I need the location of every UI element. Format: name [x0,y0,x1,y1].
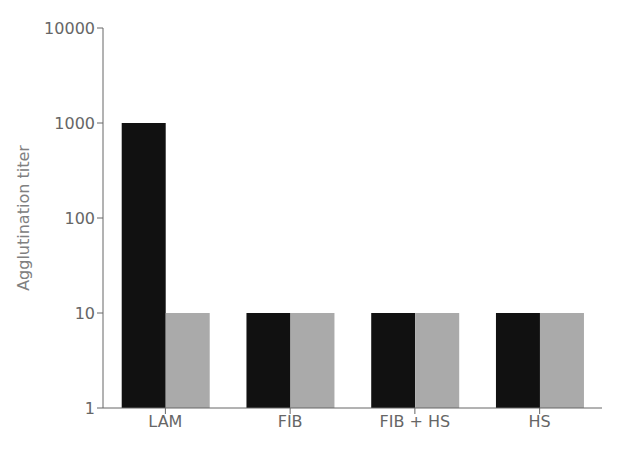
svg-text:LAM: LAM [148,412,182,431]
svg-text:1: 1 [85,399,95,418]
svg-text:Agglutination titer: Agglutination titer [14,145,33,291]
svg-text:FIB: FIB [278,412,303,431]
svg-text:10000: 10000 [44,19,95,38]
svg-text:10: 10 [75,304,95,323]
svg-text:1000: 1000 [54,114,95,133]
svg-text:100: 100 [64,209,95,228]
svg-text:FIB + HS: FIB + HS [380,412,451,431]
svg-text:HS: HS [529,412,551,431]
